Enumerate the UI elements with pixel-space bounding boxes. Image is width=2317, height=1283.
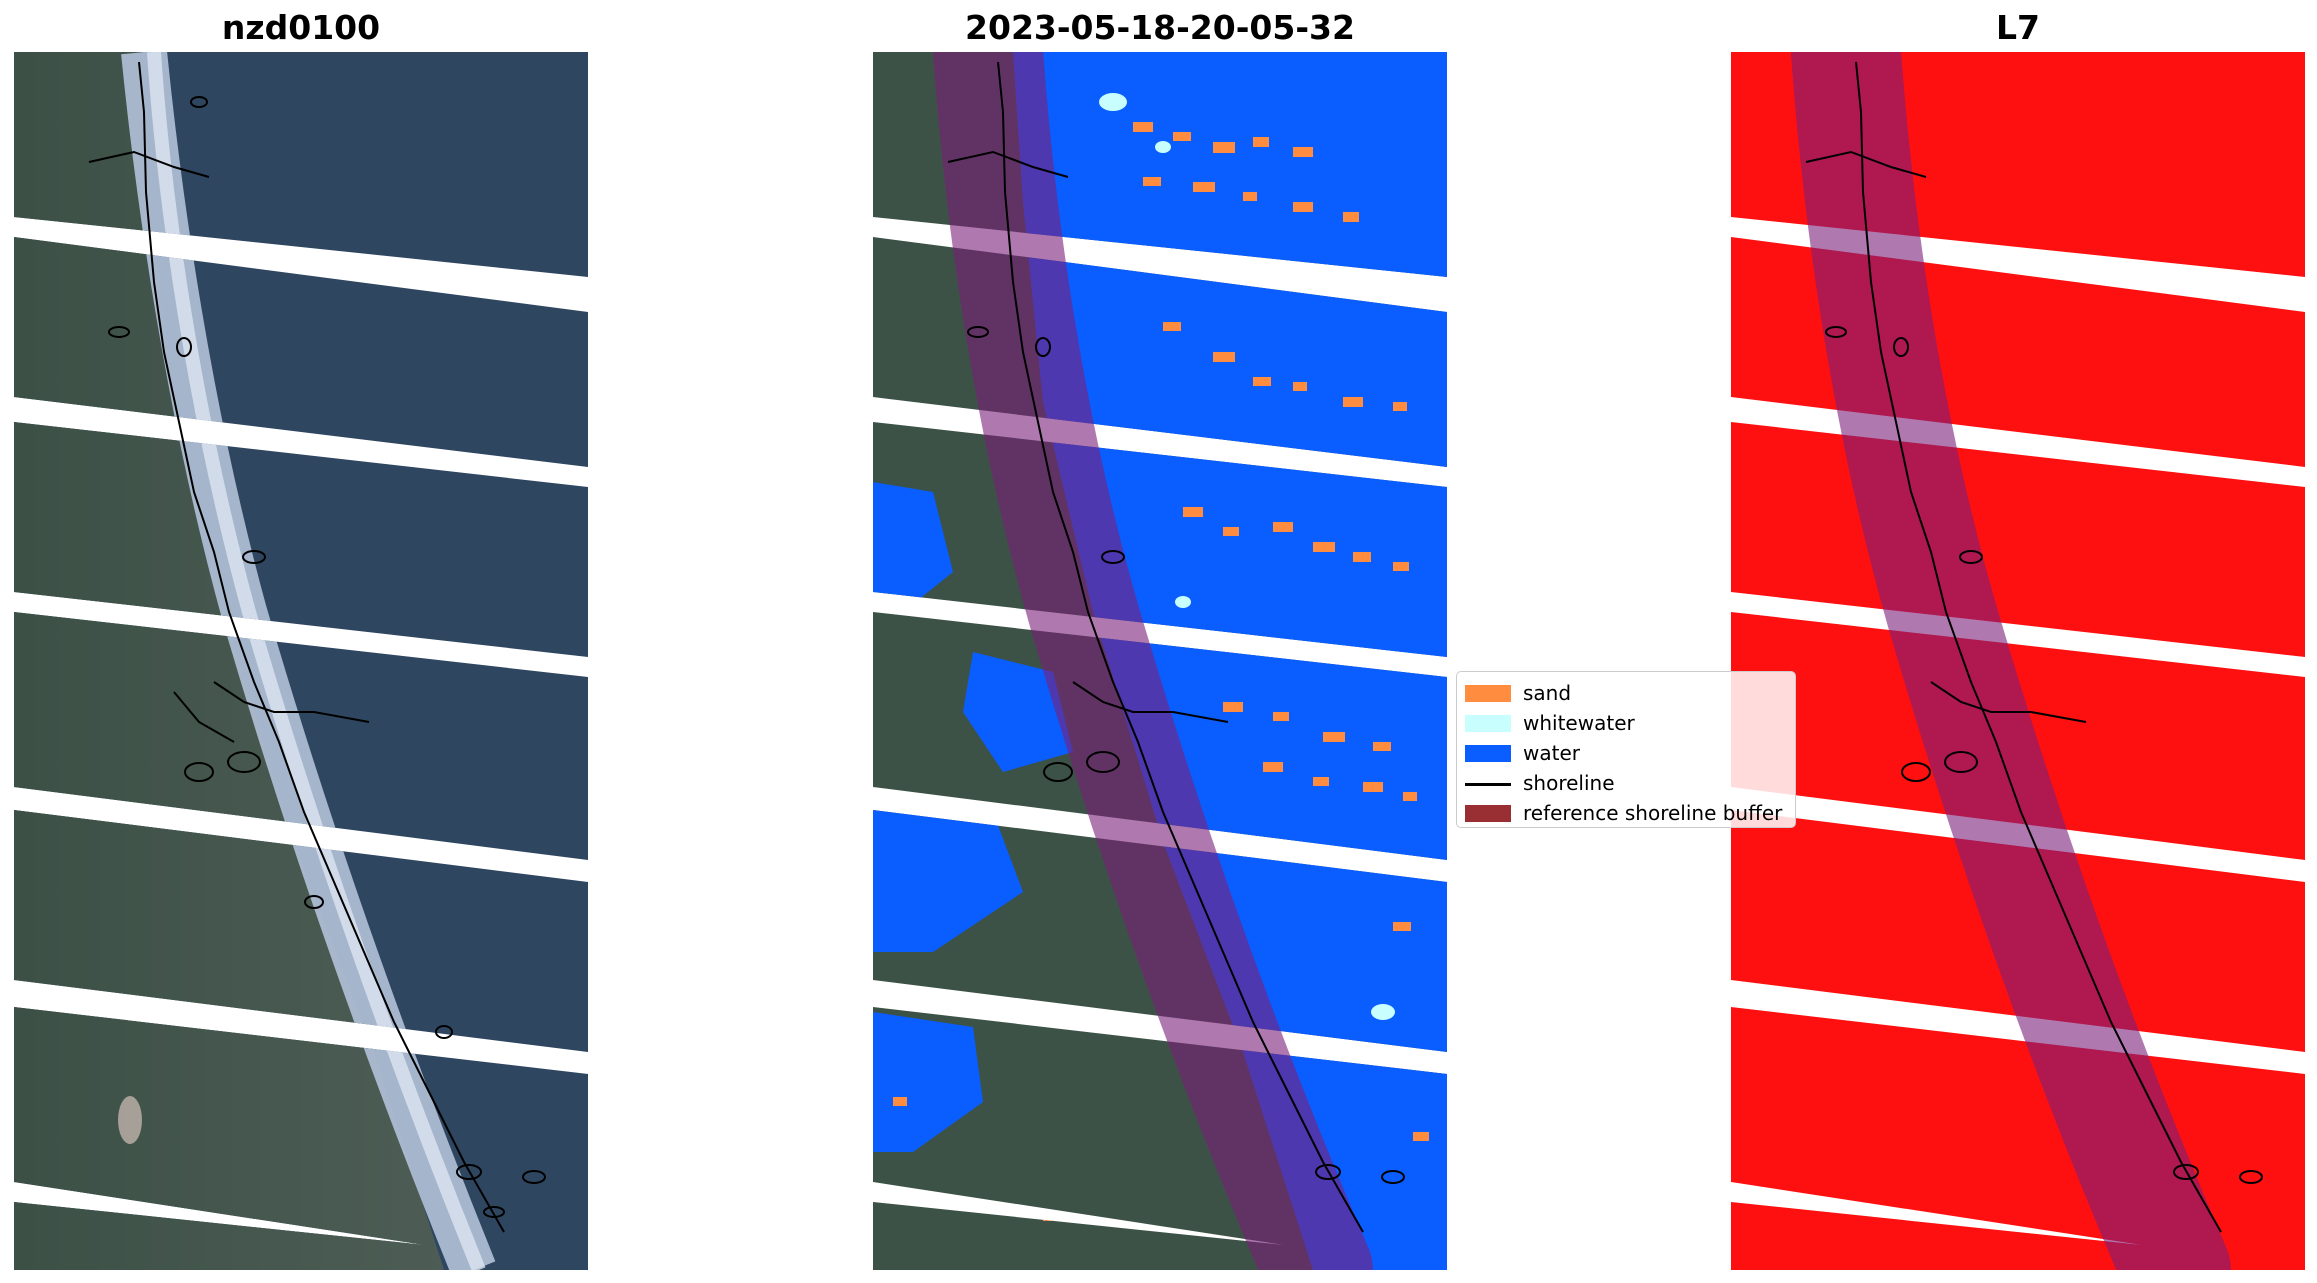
legend-swatch-whitewater: [1465, 715, 1511, 732]
legend-item-whitewater: whitewater: [1457, 708, 1795, 738]
legend-label-shoreline: shoreline: [1523, 771, 1615, 795]
legend-swatch-buffer: [1465, 805, 1511, 822]
panel-title-satellite: L7: [1996, 8, 2040, 47]
legend: sand whitewater water shoreline referenc…: [1456, 671, 1796, 828]
legend-line-shoreline: [1465, 783, 1511, 786]
panel-title-date: 2023-05-18-20-05-32: [965, 8, 1355, 47]
panel-title-rgb: nzd0100: [221, 8, 381, 47]
legend-item-water: water: [1457, 738, 1795, 768]
legend-label-buffer: reference shoreline buffer: [1523, 801, 1783, 825]
cloud-mask-panel: [1731, 52, 2305, 1270]
cloud-mask-image: [1731, 52, 2305, 1270]
legend-label-sand: sand: [1523, 681, 1572, 705]
legend-label-water: water: [1523, 741, 1580, 765]
classification-panel: [873, 52, 1447, 1270]
classification-image: [873, 52, 1447, 1270]
rgb-image: [14, 52, 588, 1270]
legend-item-shoreline: shoreline: [1457, 768, 1795, 798]
legend-item-buffer: reference shoreline buffer: [1457, 798, 1795, 828]
rgb-image-panel: [14, 52, 588, 1270]
legend-item-sand: sand: [1457, 678, 1795, 708]
legend-swatch-water: [1465, 745, 1511, 762]
legend-swatch-sand: [1465, 685, 1511, 702]
legend-label-whitewater: whitewater: [1523, 711, 1635, 735]
